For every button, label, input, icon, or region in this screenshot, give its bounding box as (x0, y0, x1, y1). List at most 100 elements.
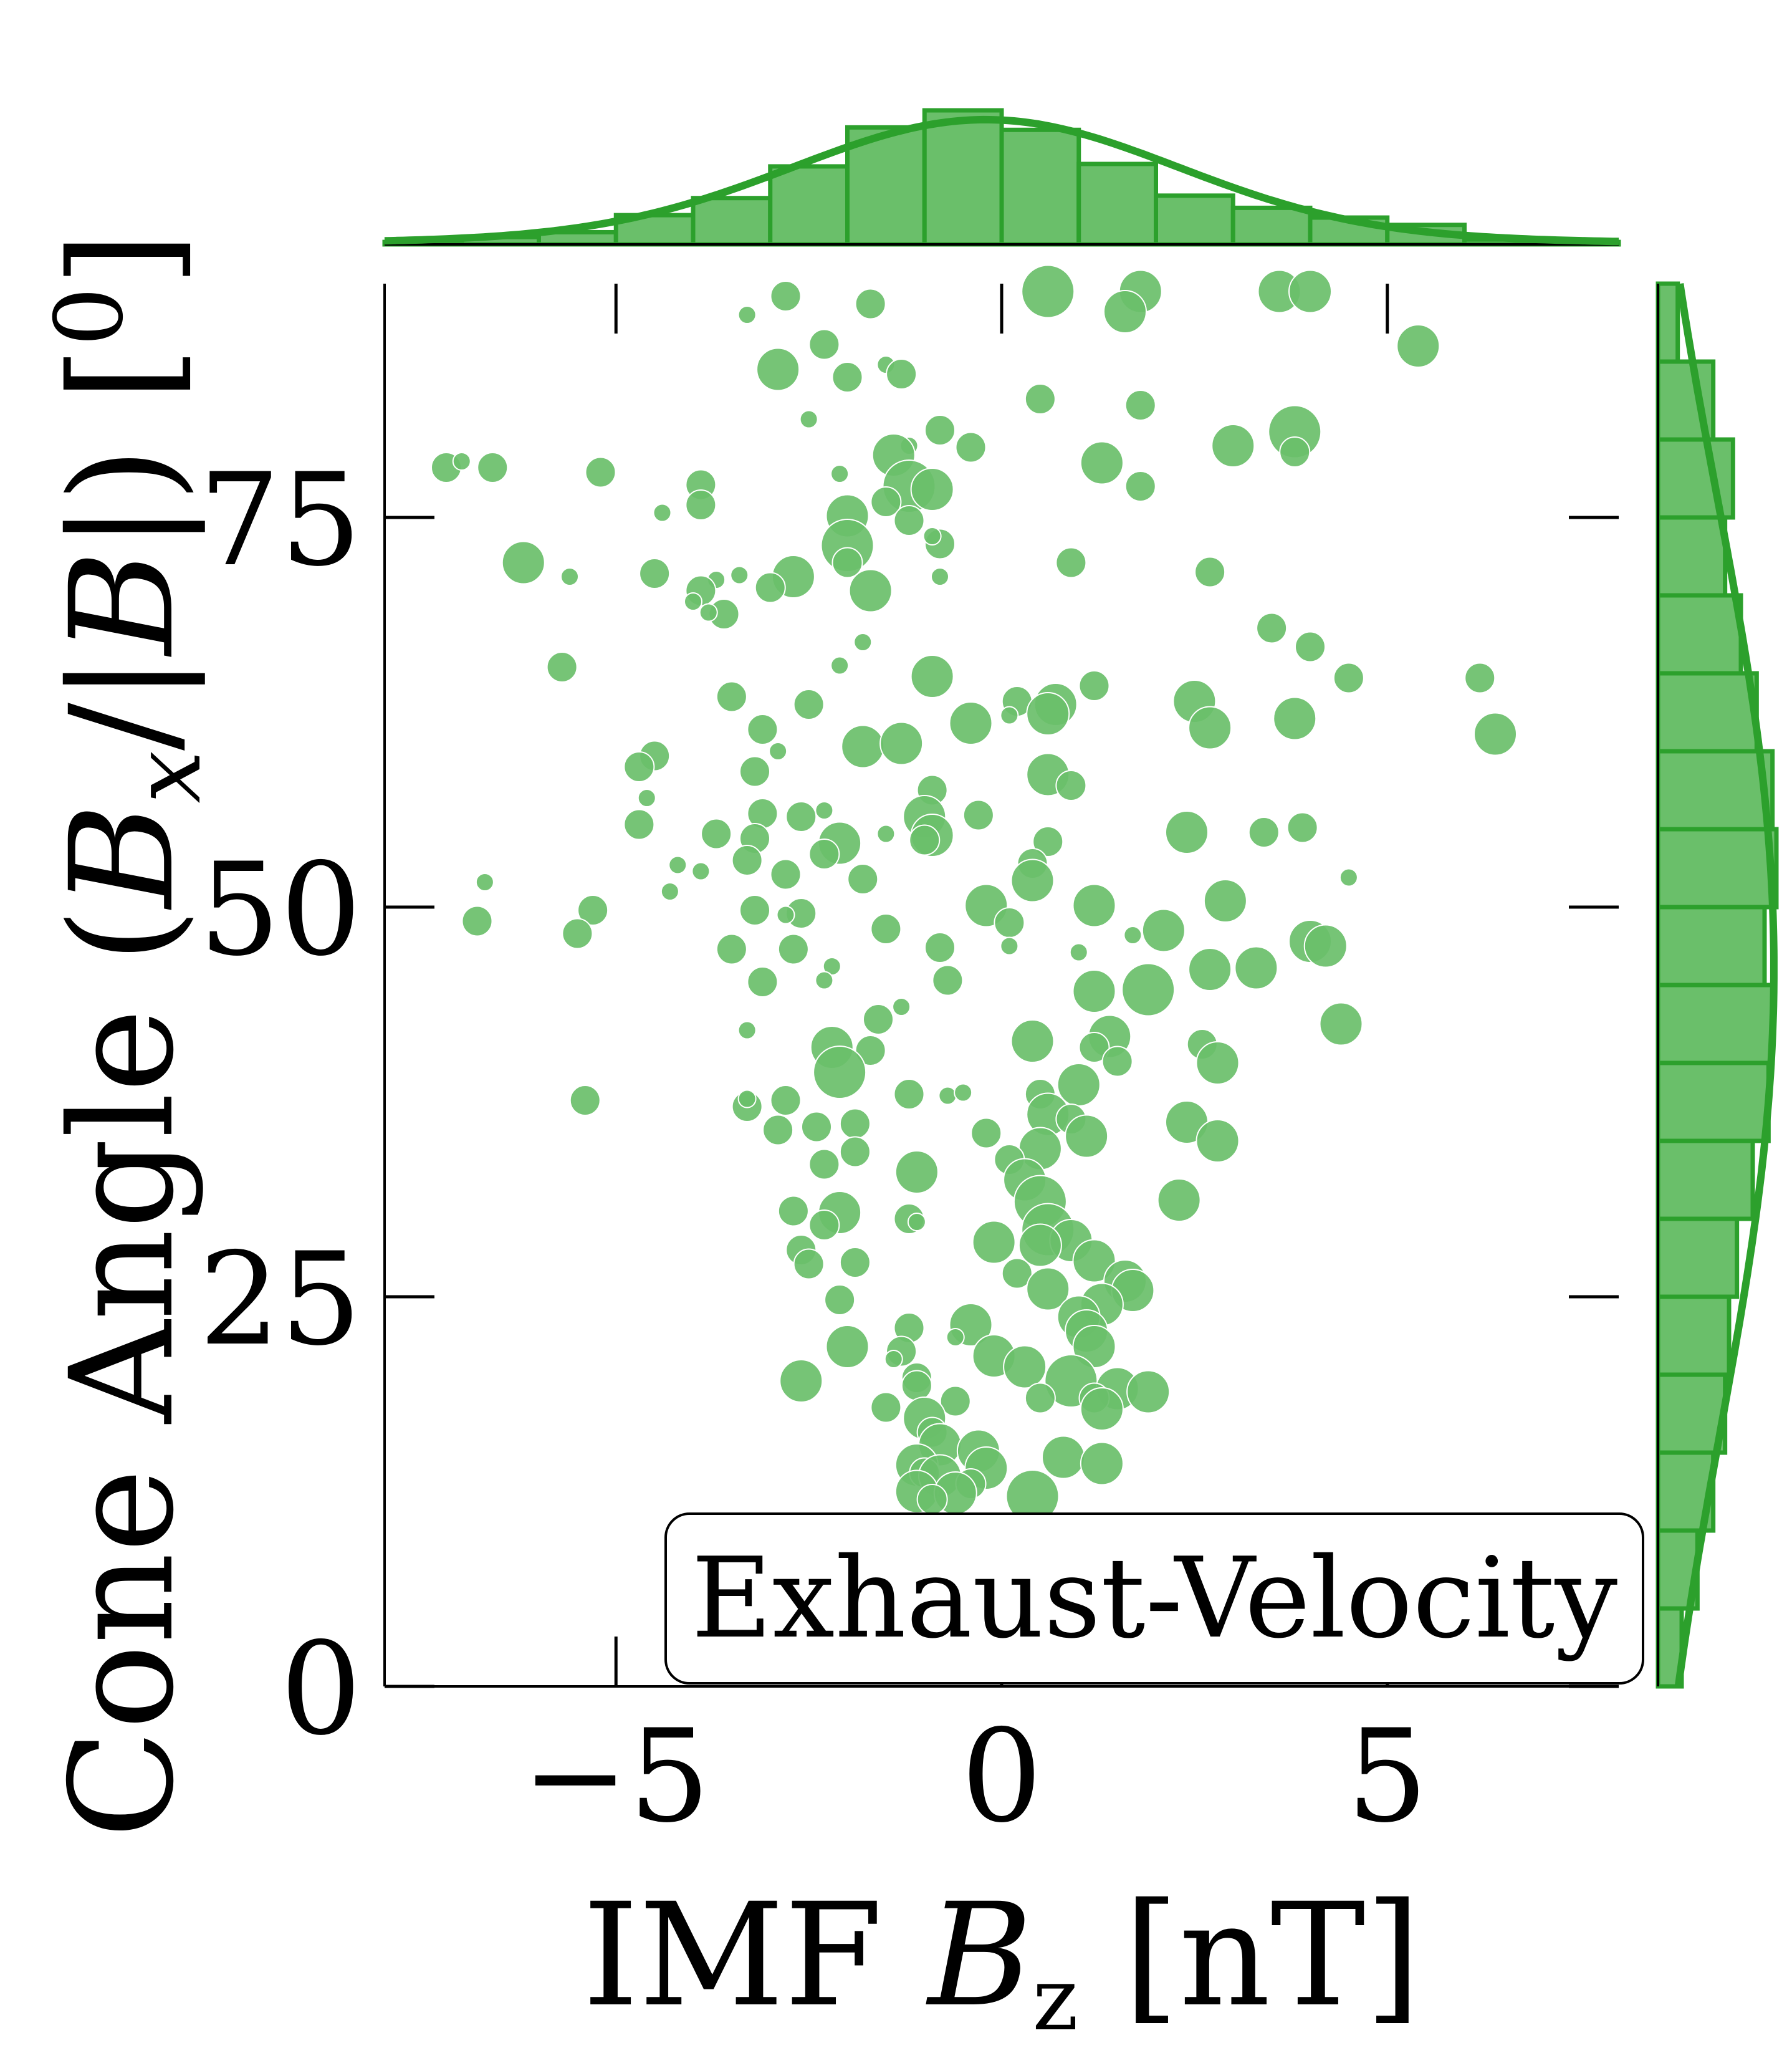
scatter-point (994, 907, 1025, 938)
y-axis-title: Cone Angle (Bx/|B|) [0] (36, 231, 222, 1839)
x-axis-title-unit: [nT] (1078, 1872, 1421, 2038)
scatter-point (1080, 1441, 1124, 1486)
scatter-point (477, 452, 509, 483)
scatter-point (1042, 1435, 1085, 1479)
scatter-point (623, 751, 655, 782)
scatter-point (962, 799, 994, 831)
scatter-point (1024, 383, 1056, 415)
scatter-point (1295, 631, 1326, 663)
scatter-point (1000, 706, 1019, 725)
scatter-point (747, 966, 779, 998)
scatter-point (879, 721, 924, 766)
scatter-point (731, 845, 763, 876)
scatter-point (1124, 471, 1156, 502)
scatter-point (668, 855, 688, 875)
y-hist-bar (1655, 1060, 1771, 1143)
scatter-point (639, 558, 671, 589)
y-tick-label: 75 (199, 446, 362, 595)
y-marginal-histogram (1655, 281, 1779, 1689)
scatter-point (1078, 1032, 1110, 1063)
scatter-point (870, 1392, 902, 1423)
y-tick-label: 0 (280, 1615, 362, 1764)
scatter-point (870, 486, 902, 517)
x-hist-bar (999, 127, 1081, 247)
scatter-point (813, 1046, 867, 1099)
scatter-point (839, 1108, 871, 1140)
y-hist-bar (1655, 1294, 1732, 1377)
scatter-point (1396, 324, 1440, 368)
scatter-point (452, 452, 471, 471)
y-axis-title-end: |) [ (39, 347, 205, 550)
scatter-point (779, 1359, 823, 1403)
scatter-point (876, 824, 896, 844)
y-hist-bar (1655, 827, 1779, 910)
scatter-point (1194, 556, 1226, 588)
scatter-point (824, 1284, 856, 1315)
scatter-points (431, 264, 1517, 1523)
scatter-point (910, 655, 954, 698)
x-tick-label: 0 (961, 1703, 1042, 1851)
scatter-point (585, 456, 616, 488)
scatter-point (730, 565, 749, 585)
scatter-point (1080, 441, 1124, 485)
scatter-point (1055, 770, 1087, 801)
scatter-point (769, 742, 788, 761)
scatter-point (954, 1083, 973, 1102)
scatter-point (1103, 290, 1147, 334)
scatter-point (699, 603, 718, 622)
scatter-point (637, 789, 656, 807)
y-hist-bar (1655, 1138, 1755, 1221)
scatter-point (893, 505, 925, 536)
scatter-point (1126, 1370, 1171, 1414)
scatter-point (747, 714, 779, 745)
scatter-point (501, 541, 545, 585)
x-hist-bar (691, 196, 773, 247)
scatter-point (909, 824, 941, 856)
scatter-point (946, 1328, 965, 1347)
scatter-point (623, 809, 655, 840)
y-hist-bar (1655, 983, 1775, 1065)
y-axis-title-sub: x (113, 751, 222, 804)
scatter-point (1211, 424, 1255, 468)
scatter-point (1287, 812, 1318, 844)
scatter-point (1072, 969, 1116, 1013)
scatter-point (739, 756, 770, 787)
scatter-point (461, 905, 493, 937)
y-kde-curve (1674, 283, 1778, 1687)
scatter-point (756, 347, 800, 392)
scatter-point (1001, 1257, 1033, 1289)
scatter-point (831, 547, 863, 579)
x-tick-label: 5 (1347, 1703, 1428, 1851)
y-tick-label: 25 (199, 1226, 362, 1374)
scatter-point (1464, 662, 1496, 694)
scatter-point (1018, 1223, 1062, 1267)
svg-text:Cone Angle (Bx/|B|) [0]: Cone Angle (Bx/|B|) [0] (36, 231, 222, 1839)
scatter-point (1078, 670, 1110, 701)
scatter-point (870, 913, 902, 945)
x-tick-label: −5 (522, 1703, 710, 1851)
scatter-point (799, 410, 818, 429)
scatter-point (847, 863, 879, 895)
scatter-point (955, 431, 987, 463)
scatter-point (562, 918, 593, 949)
y-tick-label: 50 (199, 836, 362, 984)
scatter-point (825, 1325, 870, 1368)
scatter-point (685, 489, 717, 521)
scatter-point (1319, 1002, 1363, 1046)
legend-text: Exhaust-Velocity (691, 1534, 1618, 1663)
x-hist-bar (1076, 161, 1158, 247)
scatter-point (1032, 826, 1064, 857)
scatter-point (1026, 692, 1070, 736)
scatter-point (841, 724, 885, 769)
scatter-point (1141, 908, 1186, 953)
scatter-point (848, 569, 893, 613)
scatter-point (892, 998, 911, 1016)
y-axis-title-symbol: B (39, 804, 205, 911)
scatter-point (785, 801, 817, 832)
scatter-point (770, 281, 802, 312)
scatter-point (1256, 612, 1288, 644)
scatter-point (884, 1350, 903, 1368)
scatter-point (931, 567, 949, 586)
